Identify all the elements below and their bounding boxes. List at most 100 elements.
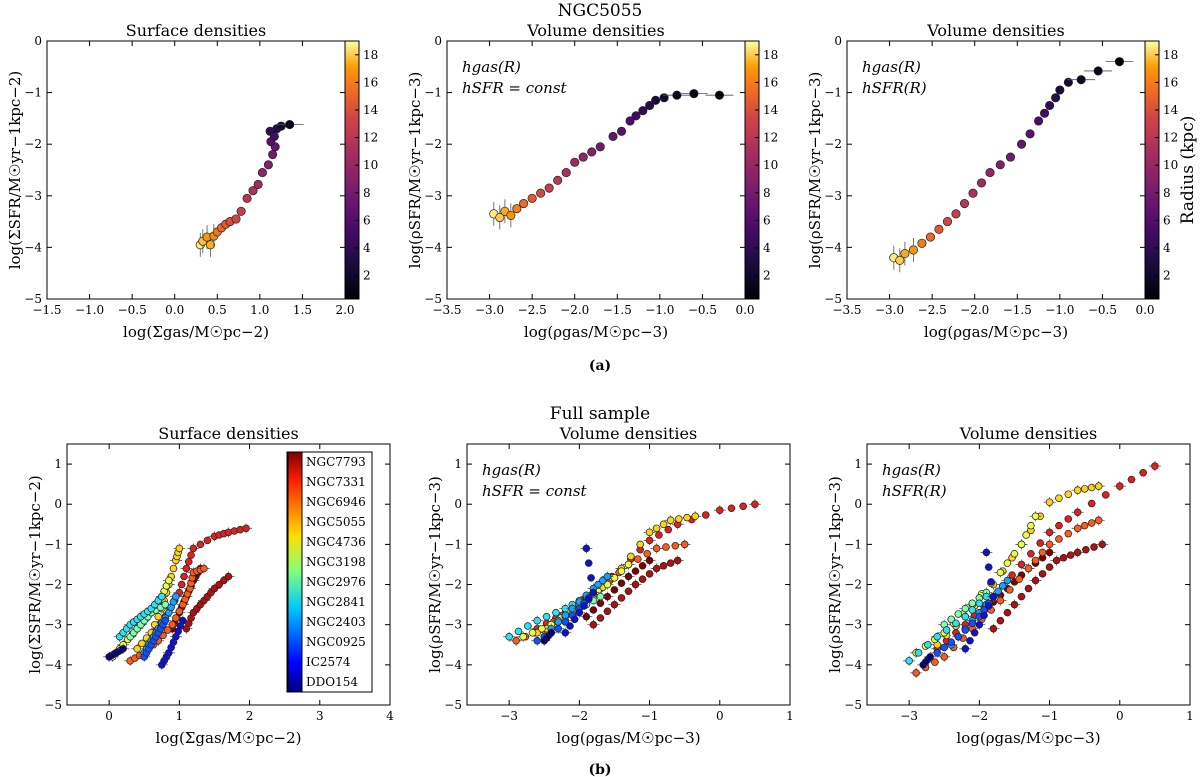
data-point: [1039, 108, 1050, 118]
data-point: [1026, 521, 1035, 530]
x-tick-label: −1.5: [1003, 303, 1032, 317]
data-point: [1064, 529, 1073, 538]
data-point: [984, 602, 993, 610]
data-point: [671, 541, 680, 550]
colorbar-tick-label: 4: [1163, 241, 1171, 255]
data-point: [664, 515, 677, 526]
data-point: [180, 572, 189, 581]
data-point: [965, 637, 974, 645]
data-point: [908, 237, 918, 262]
data-point: [1022, 531, 1031, 539]
colorbar-tick-label: 18: [763, 48, 778, 62]
data-point: [975, 599, 984, 608]
colorbar-tick-label: 10: [363, 158, 378, 172]
colorbar-tick-label: 16: [763, 75, 778, 89]
data-point: [683, 513, 692, 522]
data-point: [679, 89, 708, 99]
data-point: [1017, 592, 1026, 601]
data-point: [159, 615, 172, 626]
panel-title: Volume densities: [526, 21, 664, 40]
data-point: [959, 198, 970, 209]
legend-item-label: NGC7331: [306, 475, 366, 489]
data-point: [561, 611, 570, 620]
x-tick-label: 0.0: [1135, 303, 1154, 317]
plot-frame: [66, 443, 391, 706]
data-point: [1003, 608, 1012, 617]
colorbar-a3: 2 4 6 8 10 12 14 16 18: [1144, 40, 1179, 300]
y-axis-label: log(ρSFR/M☉yr−1kpc−3): [406, 72, 424, 269]
data-point: [1010, 550, 1019, 558]
row-a-label: (a): [589, 358, 611, 374]
data-point: [713, 505, 726, 516]
data-point: [1043, 527, 1056, 538]
data-point: [651, 95, 661, 105]
data-point: [1015, 539, 1028, 550]
data-point: [631, 111, 641, 121]
colorbar-tick-label: 14: [1163, 103, 1179, 117]
data-point: [1025, 129, 1035, 139]
data-point: [122, 624, 131, 633]
data-point: [594, 591, 607, 602]
data-point: [705, 90, 734, 100]
panel-annotation: hgas(R): [882, 461, 941, 479]
data-point: [931, 647, 944, 658]
data-point: [240, 523, 253, 534]
data-point: [987, 623, 1000, 634]
colorbar-tick-label: 4: [363, 241, 371, 255]
data-point: [954, 610, 963, 618]
data-point: [1045, 563, 1054, 571]
data-point: [257, 168, 267, 178]
data-point: [554, 618, 563, 626]
x-tick-label: 1: [786, 709, 794, 723]
y-tick-label: −5: [444, 698, 462, 712]
data-point: [527, 193, 537, 203]
panel-b2: Volume densities −3 −2 −1 0 1 −5 −4 −3 −2 −1 0 1 log(…: [426, 424, 794, 747]
x-tick-label: −3.0: [875, 303, 904, 317]
data-point: [608, 131, 618, 142]
data-point: [934, 224, 944, 234]
data-point: [519, 198, 529, 209]
data-point: [545, 627, 558, 638]
data-point: [1064, 490, 1073, 498]
data-point: [584, 595, 593, 604]
panel-annotation: hSFR(R): [882, 482, 947, 500]
data-point: [587, 147, 597, 157]
data-point: [626, 552, 635, 561]
data-point: [917, 238, 927, 248]
x-tick-label: 2.0: [335, 303, 354, 317]
data-point: [659, 93, 669, 103]
x-tick-label: −3.5: [432, 303, 461, 317]
panel-annotation: hgas(R): [462, 58, 521, 76]
legend-item-label: NGC5055: [306, 515, 366, 529]
data-point: [197, 563, 210, 574]
data-point: [177, 580, 186, 589]
y-tick-label: 0: [34, 34, 42, 48]
data-point: [1080, 485, 1089, 493]
data-point: [117, 643, 130, 654]
data-point: [512, 204, 522, 214]
data-point: [1015, 559, 1028, 570]
x-tick-label: 0: [1116, 709, 1124, 723]
x-tick-label: −3: [500, 709, 518, 723]
data-point: [748, 499, 761, 510]
data-point: [952, 631, 965, 642]
panel-title: Surface densities: [158, 424, 298, 443]
data-point: [925, 232, 935, 242]
legend-item-label: NGC0925: [306, 635, 366, 649]
data-point: [678, 539, 691, 550]
data-point: [987, 591, 1000, 602]
data-point: [175, 607, 184, 616]
data-point: [537, 624, 546, 633]
row-b-title: Full sample: [550, 404, 650, 424]
colorbar-tick-label: 16: [363, 75, 378, 89]
x-tick-label: −1.5: [32, 303, 61, 317]
y-tick-label: −3: [444, 618, 462, 632]
data-point: [664, 525, 673, 534]
x-tick-label: 0: [105, 709, 113, 723]
colorbar-tick-label: 12: [363, 131, 378, 145]
y-tick-label: −2: [844, 578, 862, 592]
legend-item-label: IC2574: [306, 655, 351, 669]
galaxy-legend: NGC7793 NGC7331 NGC6946 NGC5055 NGC4736 NGC31…: [286, 451, 373, 693]
plot-frame: [866, 443, 1191, 706]
